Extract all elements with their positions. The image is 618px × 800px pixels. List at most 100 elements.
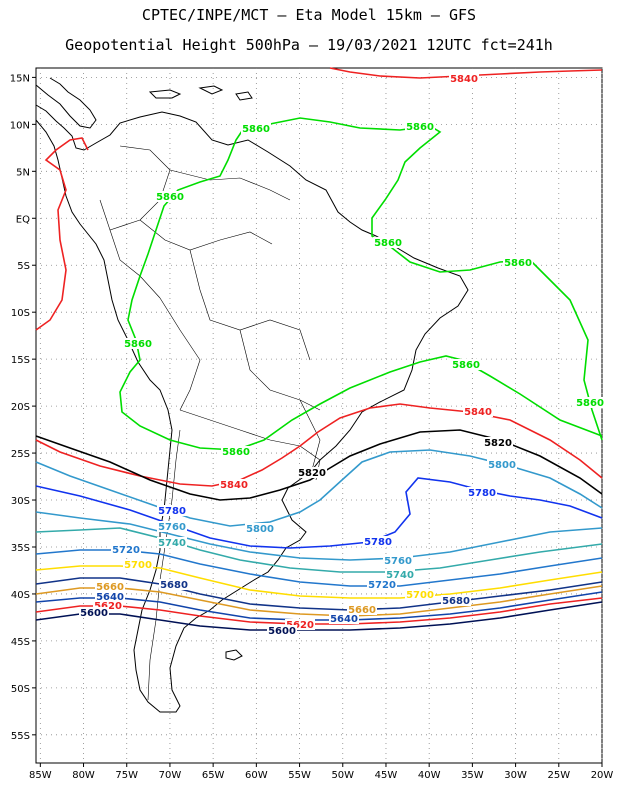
contour-label-bg xyxy=(373,237,403,248)
lat-tick-label: EQ xyxy=(16,214,30,225)
contour-label: 5620 xyxy=(94,601,122,612)
lat-tick-label: 55S xyxy=(11,731,30,742)
lon-tick-label: 30W xyxy=(504,770,527,781)
contour-5760 xyxy=(35,511,603,561)
contour-5840 xyxy=(35,137,89,331)
contour-label: 5680 xyxy=(160,580,188,591)
contour-label-bg xyxy=(245,523,275,534)
contour-label: 5740 xyxy=(386,570,414,581)
contour-label: 5700 xyxy=(406,590,434,601)
contour-label-bg xyxy=(449,73,479,84)
lat-tick-label: 30S xyxy=(11,496,30,507)
contour-label: 5800 xyxy=(488,460,516,471)
contour-label: 5660 xyxy=(348,605,376,616)
contour-label-bg xyxy=(157,537,187,548)
contour-label: 5700 xyxy=(124,560,152,571)
contour-label: 5840 xyxy=(450,74,478,85)
lat-tick-label: 50S xyxy=(11,684,30,695)
contour-label-bg xyxy=(95,591,125,602)
contour-label: 5600 xyxy=(268,626,296,637)
contour-label-bg xyxy=(159,579,189,590)
contour-label: 5720 xyxy=(112,545,140,556)
lat-tick-label: 5S xyxy=(17,261,30,272)
falkland-islands xyxy=(225,649,243,661)
contour-label-bg xyxy=(123,338,153,349)
lat-tick-label: 5N xyxy=(16,167,30,178)
graticule xyxy=(36,68,603,763)
lon-tick-label: 50W xyxy=(331,770,354,781)
contour-5860 xyxy=(243,117,603,441)
contour-5840 xyxy=(35,403,603,487)
contour-label: 5760 xyxy=(384,556,412,567)
contour-label-bg xyxy=(363,536,393,547)
contour-label-bg xyxy=(347,604,377,615)
contour-label: 5740 xyxy=(158,538,186,549)
contour-label-bg xyxy=(329,613,359,624)
country-borders xyxy=(99,145,321,701)
contour-label-bg xyxy=(575,397,605,408)
contour-label: 5860 xyxy=(406,122,434,133)
contour-labels: 5860 5860 5860 5860 5860 5860 5860 5860 5860 5840… xyxy=(79,73,605,637)
lon-tick-label: 85W xyxy=(29,770,52,781)
contour-label: 5860 xyxy=(576,398,604,409)
contour-label-bg xyxy=(219,479,249,490)
lon-tick-label: 35W xyxy=(461,770,484,781)
contour-5860 xyxy=(119,127,603,451)
contour-label-bg xyxy=(405,589,435,600)
contour-label: 5780 xyxy=(364,537,392,548)
lon-tick-label: 75W xyxy=(115,770,138,781)
contour-label: 5860 xyxy=(124,339,152,350)
contour-label-bg xyxy=(451,359,481,370)
contour-5740 xyxy=(35,527,603,573)
lat-tick-label: 15N xyxy=(10,73,30,84)
lon-tick-label: 40W xyxy=(418,770,441,781)
contour-label: 5860 xyxy=(452,360,480,371)
lon-tick-label: 45W xyxy=(375,770,398,781)
lon-tick-label: 70W xyxy=(159,770,182,781)
contour-label-bg xyxy=(463,406,493,417)
contour-label-bg xyxy=(221,446,251,457)
contour-label: 5840 xyxy=(464,407,492,418)
caribbean-islands xyxy=(148,85,253,101)
contour-label-bg xyxy=(157,521,187,532)
chart-title: CPTEC/INPE/MCT – Eta Model 15km – GFS xyxy=(141,6,477,24)
contour-label: 5860 xyxy=(242,124,270,135)
contour-5680 xyxy=(35,577,603,611)
lon-tick-label: 20W xyxy=(591,770,614,781)
lat-tick-label: 20S xyxy=(11,402,30,413)
lon-tick-label: 55W xyxy=(288,770,311,781)
contour-5780 xyxy=(35,477,603,549)
contour-label-bg xyxy=(467,487,497,498)
contour-label: 5680 xyxy=(442,596,470,607)
contour-label: 5820 xyxy=(484,438,512,449)
lon-tick-label: 80W xyxy=(72,770,95,781)
contour-label-bg xyxy=(123,559,153,570)
contour-label-bg xyxy=(405,121,435,132)
contour-label: 5800 xyxy=(246,524,274,535)
contour-label-bg xyxy=(487,459,517,470)
central-america-coastline xyxy=(35,77,97,129)
contour-label-bg xyxy=(157,505,187,516)
lat-tick-label: 15S xyxy=(11,355,30,366)
contour-label: 5640 xyxy=(96,592,124,603)
chart-subtitle: Geopotential Height 500hPa – 19/03/2021 … xyxy=(65,36,553,54)
map-frame xyxy=(35,67,603,764)
contour-label: 5780 xyxy=(158,506,186,517)
lat-tick-label: 45S xyxy=(11,637,30,648)
contour-label: 5660 xyxy=(96,582,124,593)
contour-label: 5620 xyxy=(286,620,314,631)
contour-label: 5860 xyxy=(156,192,184,203)
contour-label-bg xyxy=(297,467,327,478)
contour-label: 5840 xyxy=(220,480,248,491)
contour-label: 5780 xyxy=(468,488,496,499)
contour-label-bg xyxy=(267,625,297,636)
lon-tick-label: 65W xyxy=(202,770,225,781)
axis-ticks: 15N 10N 5N EQ 5S 10S 15S 20S 25S 30S 35S 40S 45S 50S 5… xyxy=(10,73,614,781)
contour-label: 5640 xyxy=(330,614,358,625)
contour-label-bg xyxy=(155,191,185,202)
lat-tick-label: 35S xyxy=(11,543,30,554)
lon-tick-label: 25W xyxy=(547,770,570,781)
contour-label-bg xyxy=(79,607,109,618)
contour-label: 5860 xyxy=(222,447,250,458)
